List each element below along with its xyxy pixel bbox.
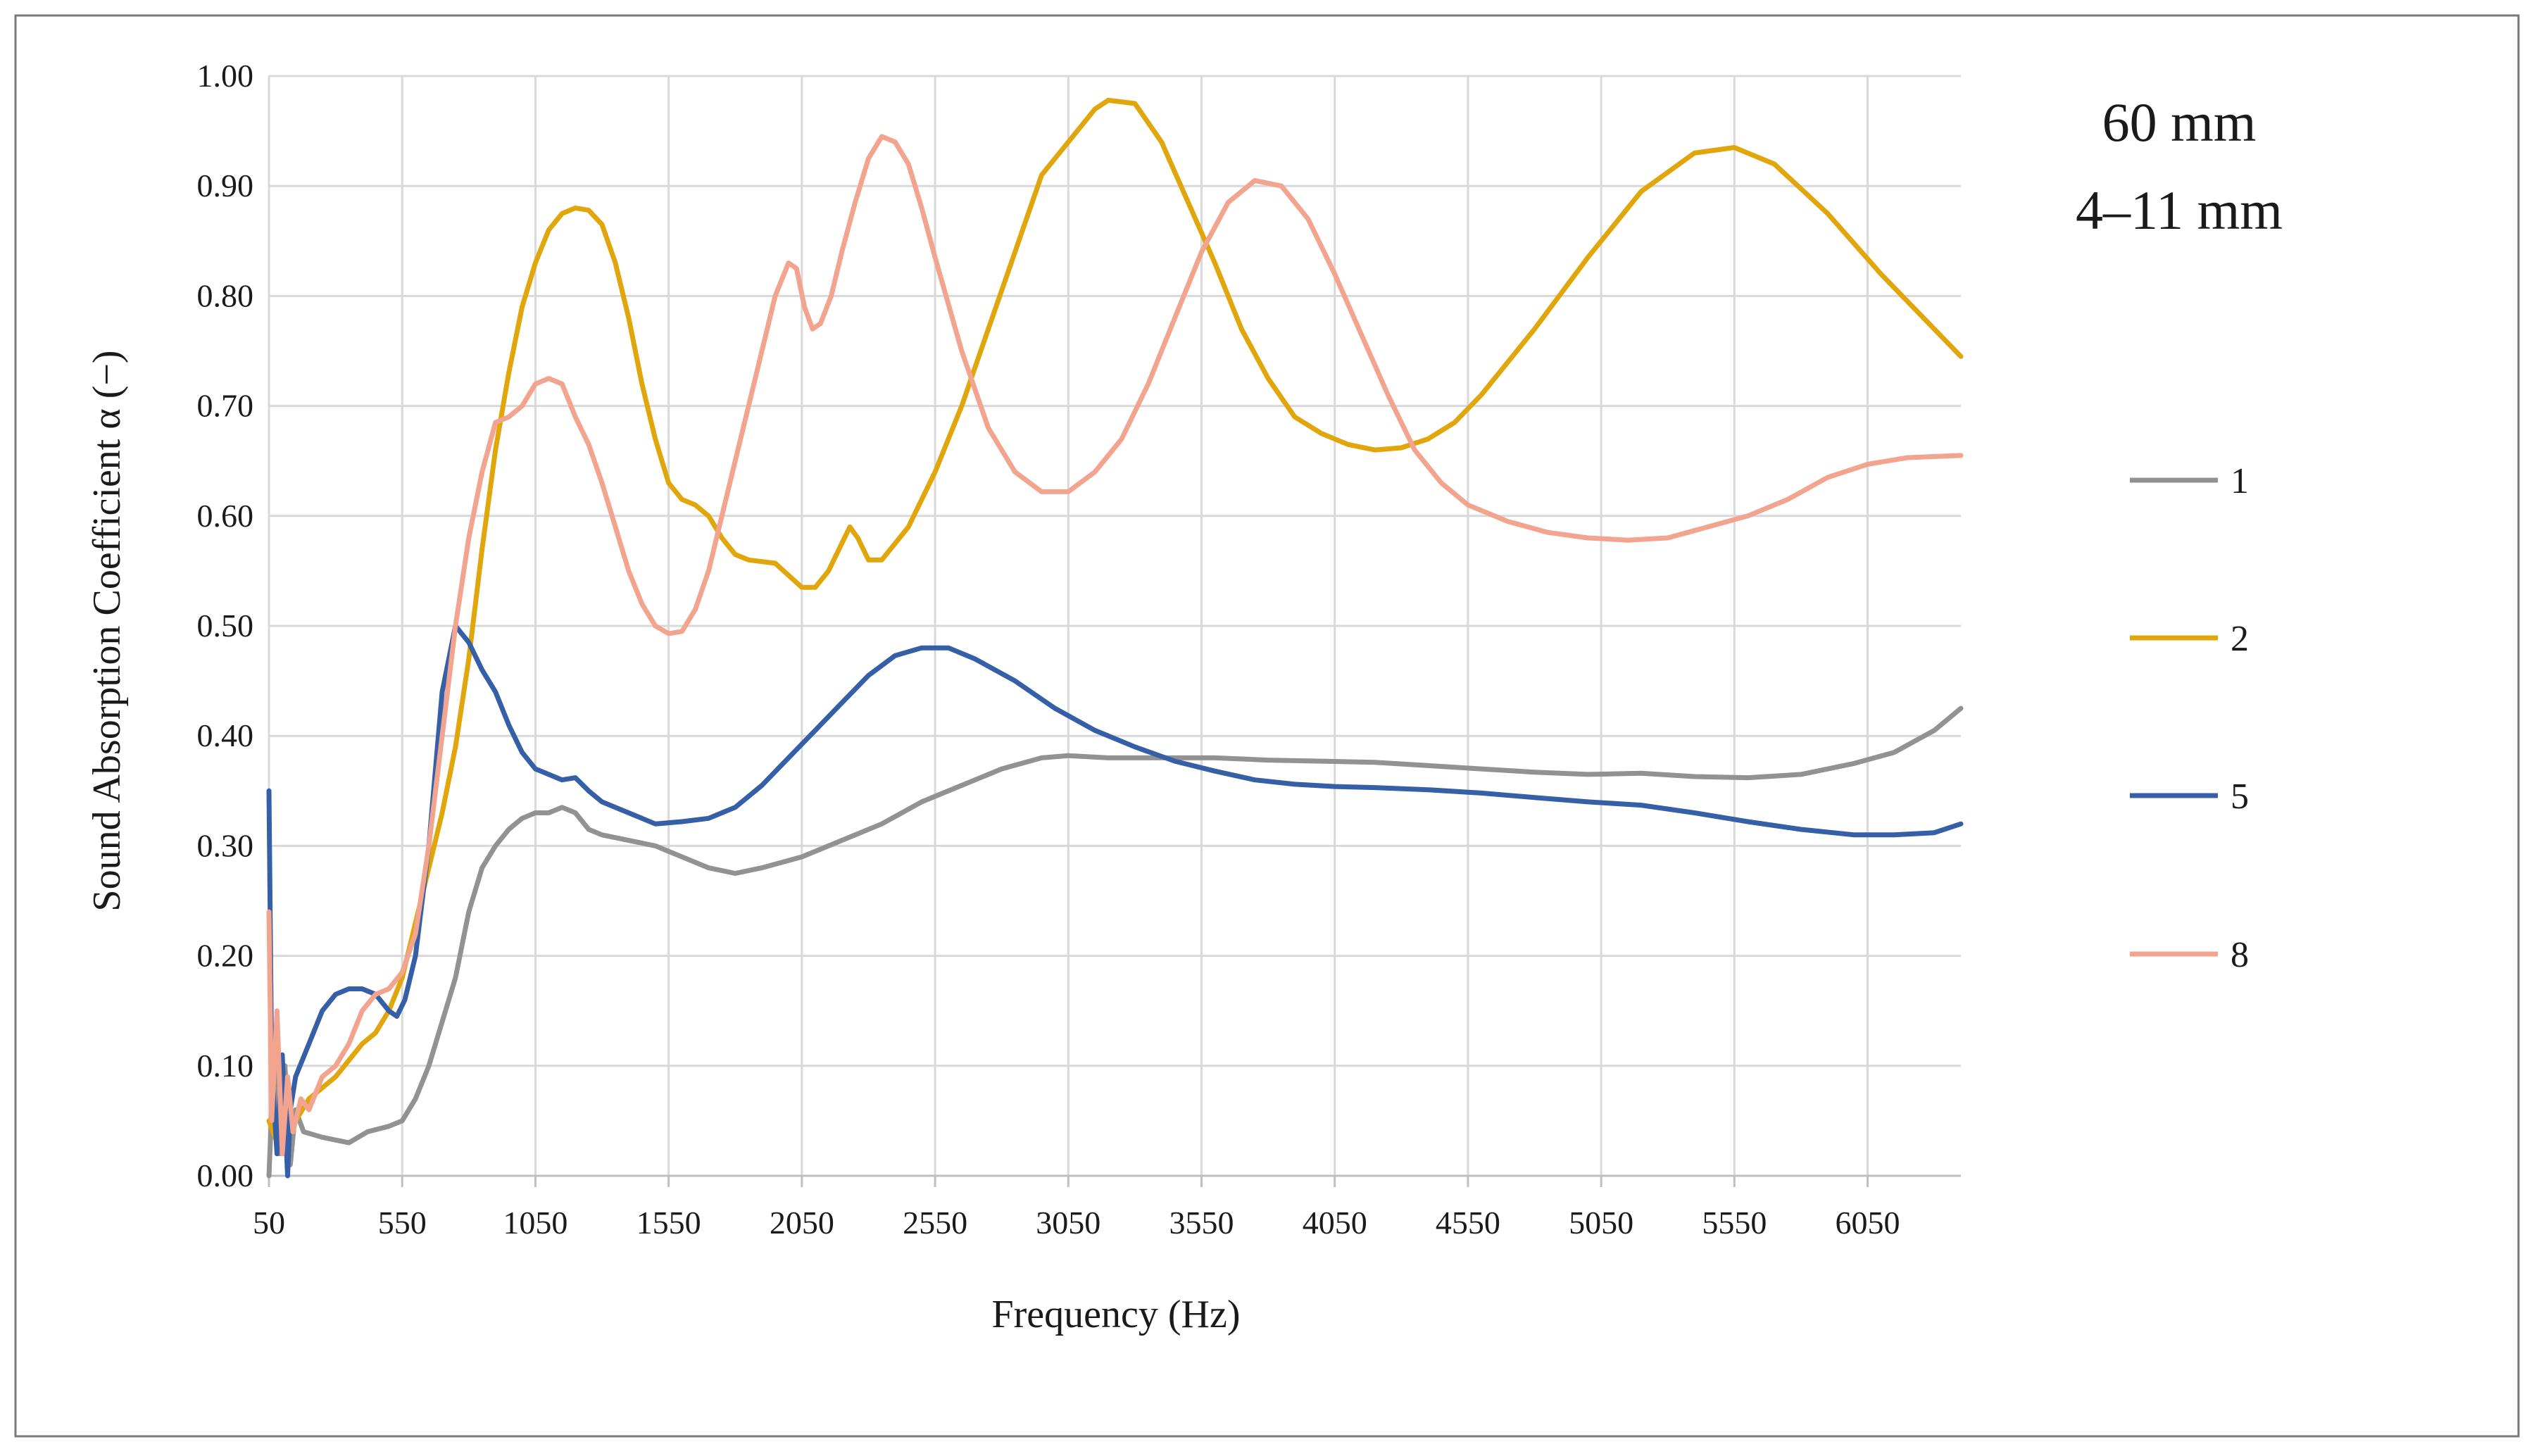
series-line-8 (266, 134, 1964, 1157)
legend: 1 2 5 8 (2130, 461, 2249, 975)
legend-label-5: 5 (2231, 777, 2249, 817)
y-tick-label: 0.30 (197, 827, 254, 863)
x-tick-label: 3550 (1169, 1205, 1234, 1241)
y-axis-title: Sound Absorption Coefficient α (−) (85, 350, 129, 911)
y-tick-label: 1.00 (197, 58, 254, 94)
x-tick-label: 2050 (770, 1205, 834, 1241)
x-tick-label: 550 (378, 1205, 427, 1241)
x-tick-label: 1550 (636, 1205, 701, 1241)
legend-label-1: 1 (2231, 461, 2249, 501)
x-tick-label: 3050 (1036, 1205, 1100, 1241)
y-tick-label: 0.10 (197, 1048, 254, 1084)
x-tick-label: 4550 (1436, 1205, 1500, 1241)
y-tick-label: 0.70 (197, 388, 254, 424)
y-tick-label: 0.60 (197, 498, 254, 534)
legend-label-2: 2 (2231, 619, 2249, 659)
x-tick-label: 4050 (1303, 1205, 1367, 1241)
x-tick-label: 6050 (1836, 1205, 1900, 1241)
x-tick-label: 2550 (903, 1205, 967, 1241)
y-tick-label: 0.80 (197, 277, 254, 313)
y-tick-label: 0.50 (197, 608, 254, 644)
x-tick-label: 5550 (1702, 1205, 1767, 1241)
annotation-line-1: 60 mm (2102, 92, 2257, 153)
chart-border (14, 14, 2520, 1438)
y-tick-label: 0.40 (197, 717, 254, 753)
y-tick-label: 0.20 (197, 938, 254, 974)
series-line-2 (266, 97, 1964, 1146)
x-axis-title: Frequency (Hz) (992, 1293, 1241, 1336)
series-line-1 (266, 705, 1964, 1179)
series-lines (266, 97, 1964, 1179)
x-tick-label: 1050 (503, 1205, 567, 1241)
annotation-line-2: 4–11 mm (2076, 180, 2283, 241)
y-tick-label: 0.90 (197, 168, 254, 203)
x-tick-label: 50 (253, 1205, 285, 1241)
x-tick-label: 5050 (1569, 1205, 1633, 1241)
tick-labels: 0.00 0.10 0.20 0.30 0.40 0.50 0.60 0.70 0.80 0.90… (197, 58, 1900, 1241)
axes (268, 1174, 1961, 1187)
legend-label-8: 8 (2231, 935, 2249, 975)
y-tick-label: 0.00 (197, 1157, 254, 1193)
series-line-5 (266, 623, 1964, 1179)
